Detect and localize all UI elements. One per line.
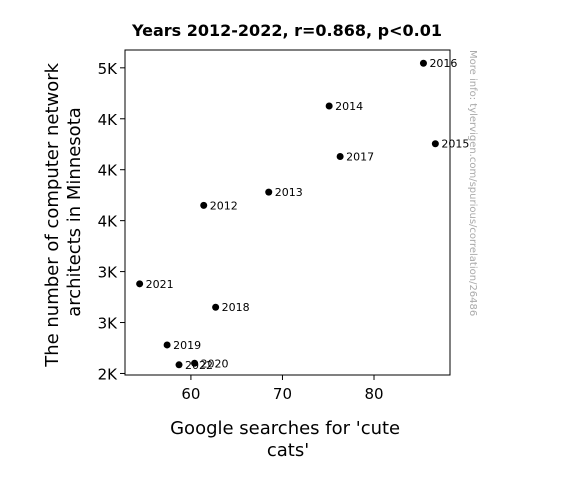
data-point: [336, 152, 344, 160]
y-axis-label-line-1: The number of computer network: [42, 62, 63, 367]
data-point-label: 2013: [275, 186, 303, 199]
y-axis-label: The number of computer network architect…: [42, 57, 85, 368]
data-point-label: 2021: [146, 278, 174, 291]
x-axis: 60 70 80: [181, 375, 384, 403]
data-point: [191, 359, 199, 367]
y-tick-label: 4K: [98, 162, 119, 180]
y-tick-label: 2K: [98, 365, 119, 383]
data-point: [163, 341, 171, 349]
data-point: [175, 361, 183, 369]
y-tick-label: 4K: [98, 111, 119, 129]
x-tick-label: 70: [273, 385, 292, 403]
y-tick-label: 4K: [98, 213, 119, 231]
data-point-label: 2022: [185, 359, 213, 372]
x-tick-label: 80: [364, 385, 383, 403]
data-point-label: 2019: [173, 339, 201, 352]
data-point-label: 2017: [346, 150, 374, 163]
data-point: [325, 102, 333, 110]
data-point-label: 2012: [210, 199, 238, 212]
y-axis-label-line-2: architects in Minnesota: [64, 107, 85, 317]
watermark-text: More info: tylervigen.com/spurious/corre…: [467, 50, 478, 316]
data-point-label: 2020: [201, 357, 229, 370]
y-axis: 2K 3K 3K 4K 4K 4K 5K: [98, 60, 125, 383]
x-axis-label-line-1: Google searches for 'cute: [170, 418, 400, 439]
data-point-label: 2014: [335, 100, 363, 113]
data-point: [136, 280, 144, 288]
chart-title: Years 2012-2022, r=0.868, p<0.01: [131, 21, 442, 40]
y-tick-label: 3K: [98, 315, 119, 333]
data-point: [419, 59, 427, 67]
x-axis-label: Google searches for 'cute cats': [170, 418, 406, 461]
data-point-label: 2016: [429, 57, 457, 70]
data-point: [212, 303, 220, 311]
x-tick-label: 60: [181, 385, 200, 403]
plot-area: [124, 49, 451, 376]
data-point: [265, 188, 273, 196]
data-point-label: 2018: [222, 301, 250, 314]
data-point: [431, 140, 439, 148]
y-tick-label: 3K: [98, 264, 119, 282]
data-point-label: 2015: [441, 138, 469, 151]
data-point: [200, 201, 208, 209]
y-tick-label: 5K: [98, 60, 119, 78]
x-axis-label-line-2: cats': [267, 440, 309, 461]
